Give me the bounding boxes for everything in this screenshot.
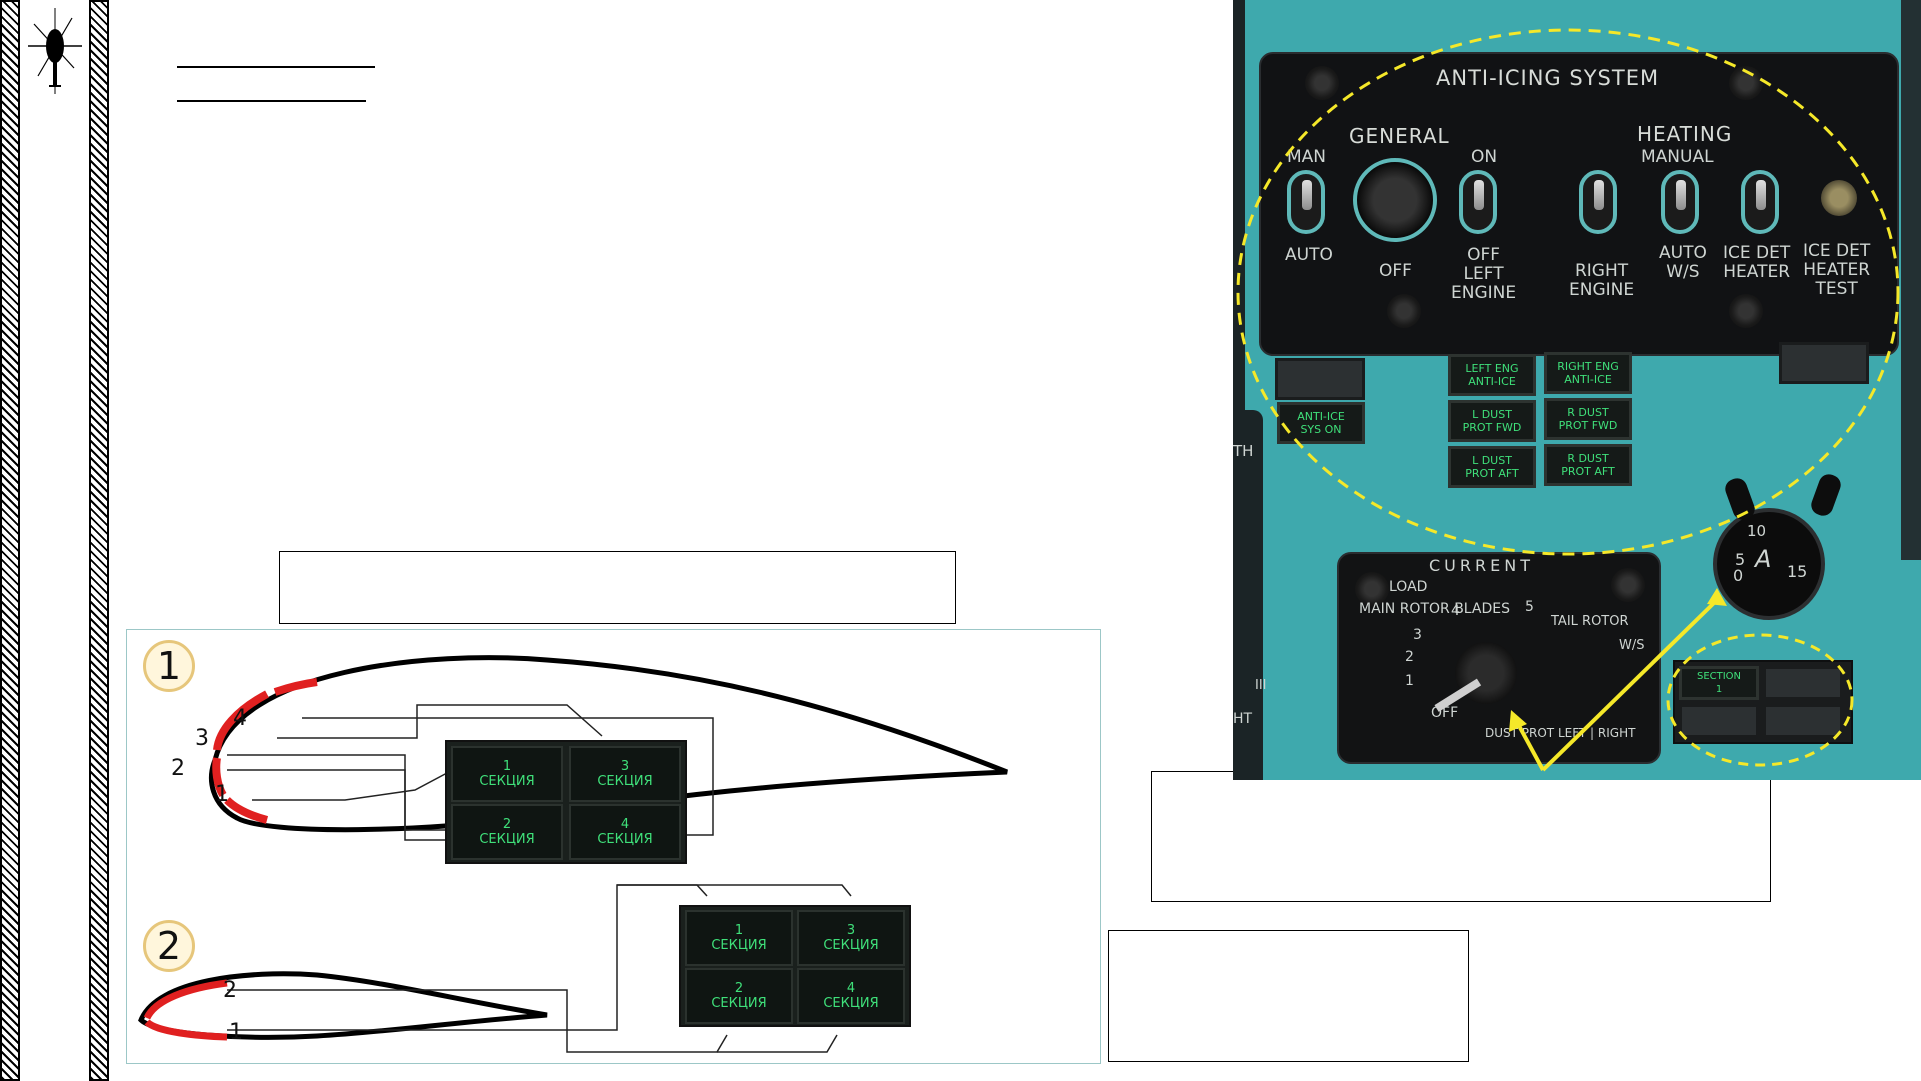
figure-number-2: 2 bbox=[143, 920, 195, 972]
left-hatch-bar bbox=[0, 0, 20, 1081]
off-left-engine-label: OFF LEFT ENGINE bbox=[1451, 245, 1517, 303]
helicopter-logo-icon bbox=[28, 8, 82, 94]
position-4: 4 bbox=[1451, 603, 1460, 619]
section-lamp-4: 4 СЕКЦИЯ bbox=[797, 968, 905, 1024]
heading-underline-2 bbox=[177, 100, 366, 102]
l-dust-prot-fwd-lamp: L DUST PROT FWD bbox=[1448, 400, 1536, 442]
caption-box-top bbox=[279, 551, 956, 624]
right-engine-toggle[interactable] bbox=[1579, 170, 1617, 234]
panel-title: ANTI-ICING SYSTEM bbox=[1436, 66, 1660, 90]
anti-icing-control-panel: ANTI-ICING SYSTEM GENERAL HEATING MANUAL… bbox=[1259, 52, 1899, 356]
section-lamp-2: 2 СЕКЦИЯ bbox=[685, 968, 793, 1024]
anti-icing-panel-photo: ANTI-ICING SYSTEM GENERAL HEATING MANUAL… bbox=[1233, 0, 1921, 780]
section-1-lamp: SECTION 1 bbox=[1679, 666, 1759, 700]
section-lamp-4: 4 СЕКЦИЯ bbox=[569, 804, 681, 860]
left-engine-toggle[interactable] bbox=[1459, 170, 1497, 234]
ammeter-tick-10: 10 bbox=[1747, 522, 1767, 540]
highlight-overlay bbox=[1236, 28, 1900, 772]
ammeter-gauge bbox=[1713, 508, 1825, 620]
load-label: LOAD bbox=[1389, 579, 1428, 595]
general-button[interactable] bbox=[1353, 158, 1437, 242]
heading-underline-1 bbox=[177, 66, 375, 68]
blade-heating-sections-figure: 1 2 1 2 3 4 1 2 1 СЕКЦИЯ 3 СЕКЦИЯ 2 СЕКЦ… bbox=[126, 629, 1101, 1064]
section-lamp-1: 1 СЕКЦИЯ bbox=[685, 910, 793, 966]
on-label: ON bbox=[1471, 147, 1498, 167]
auto-ws-toggle[interactable] bbox=[1661, 170, 1699, 234]
ws-label: W/S bbox=[1619, 638, 1645, 653]
right-eng-anti-ice-lamp: RIGHT ENG ANTI-ICE bbox=[1544, 352, 1632, 394]
general-label: GENERAL bbox=[1349, 124, 1450, 148]
section-lamp-1: 1 СЕКЦИЯ bbox=[451, 746, 563, 802]
fragment-th: TH bbox=[1233, 442, 1254, 460]
ice-det-heater-test-label: ICE DET HEATER TEST bbox=[1803, 241, 1871, 299]
fragment-iii: III bbox=[1255, 678, 1267, 693]
tail-rotor-label: TAIL ROTOR bbox=[1551, 614, 1629, 629]
auto-label: AUTO bbox=[1285, 245, 1333, 265]
fragment-ht: HT bbox=[1233, 711, 1253, 727]
general-man-auto-toggle[interactable] bbox=[1287, 170, 1325, 234]
current-label: CURRENT bbox=[1429, 556, 1534, 575]
r-dust-prot-aft-lamp: R DUST PROT AFT bbox=[1544, 444, 1632, 486]
figure-number-1: 1 bbox=[143, 640, 195, 692]
blank-lamp bbox=[1763, 704, 1843, 738]
blank-lamp bbox=[1275, 358, 1365, 400]
r-dust-prot-fwd-lamp: R DUST PROT FWD bbox=[1544, 398, 1632, 440]
main-rotor-blades-label: MAIN ROTOR BLADES bbox=[1359, 601, 1511, 617]
ice-det-heater-test-button[interactable] bbox=[1821, 180, 1857, 216]
left-hatch-bar-inner bbox=[89, 0, 109, 1081]
ammeter-tick-0: 0 bbox=[1733, 566, 1744, 585]
blank-lamp bbox=[1763, 666, 1843, 700]
man-label: MAN bbox=[1287, 147, 1327, 167]
right-engine-label: RIGHT ENGINE bbox=[1569, 261, 1635, 300]
anti-ice-sys-on-lamp: ANTI-ICE SYS ON bbox=[1277, 402, 1365, 444]
ammeter-tick-5: 5 bbox=[1735, 550, 1746, 569]
section-lamp-3: 3 СЕКЦИЯ bbox=[569, 746, 681, 802]
position-3: 3 bbox=[1413, 627, 1422, 643]
caption-box-bottom bbox=[1108, 930, 1469, 1062]
ice-det-heater-toggle[interactable] bbox=[1741, 170, 1779, 234]
position-1: 1 bbox=[1405, 673, 1414, 689]
airfoil-diagram bbox=[138, 655, 1008, 1053]
position-2: 2 bbox=[1405, 649, 1414, 665]
off-label: OFF bbox=[1379, 261, 1412, 281]
manual-label: MANUAL bbox=[1641, 147, 1714, 167]
section-lamp-2: 2 СЕКЦИЯ bbox=[451, 804, 563, 860]
zone-label: 4 bbox=[233, 706, 247, 731]
section-lamp-3: 3 СЕКЦИЯ bbox=[797, 910, 905, 966]
ammeter-letter: A bbox=[1755, 545, 1772, 573]
auto-ws-label: AUTO W/S bbox=[1659, 243, 1707, 282]
heating-label: HEATING bbox=[1637, 122, 1733, 146]
position-5: 5 bbox=[1525, 599, 1534, 615]
ammeter-tick-15: 15 bbox=[1787, 562, 1808, 581]
blank-lamp bbox=[1679, 704, 1759, 738]
ice-det-heater-label: ICE DET HEATER bbox=[1723, 243, 1791, 282]
zone-label: 2 bbox=[171, 756, 185, 781]
zone-label: 1 bbox=[229, 1020, 243, 1045]
blank-lamp bbox=[1779, 342, 1869, 384]
zone-label: 2 bbox=[223, 978, 237, 1003]
left-eng-anti-ice-lamp: LEFT ENG ANTI-ICE bbox=[1448, 354, 1536, 396]
l-dust-prot-aft-lamp: L DUST PROT AFT bbox=[1448, 446, 1536, 488]
zone-label: 1 bbox=[215, 782, 229, 807]
zone-label: 3 bbox=[195, 726, 209, 751]
caption-box-right bbox=[1151, 771, 1771, 902]
